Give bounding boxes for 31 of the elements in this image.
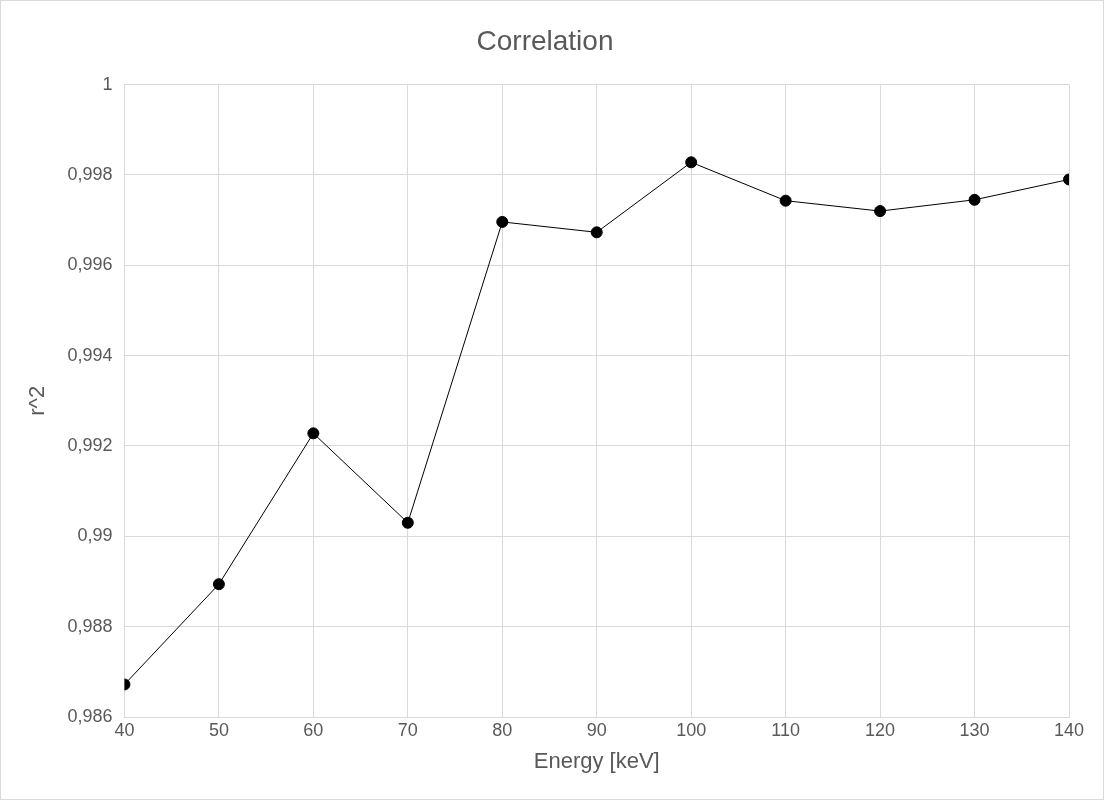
point: [779, 194, 792, 207]
y-tick-label: 0,996: [67, 254, 113, 275]
x-tick-label: 90: [586, 719, 607, 740]
point: [874, 205, 887, 218]
x-tick-label: 140: [1053, 719, 1085, 740]
y-tick-label: 0,994: [67, 344, 113, 365]
point: [590, 226, 603, 239]
x-tick-label: 120: [865, 719, 896, 740]
x-axis-title: Energy [keV]: [533, 747, 660, 773]
x-tick-label: 80: [492, 719, 513, 740]
y-tick-label: 0,992: [67, 434, 113, 455]
x-tick-label: 50: [208, 719, 229, 740]
point: [496, 215, 509, 228]
y-axis-title: r^2: [24, 385, 50, 416]
y-tick-label: 0,99: [77, 525, 113, 546]
x-tick-label: 70: [397, 719, 418, 740]
point: [685, 156, 698, 169]
chart-title: Correlation: [476, 24, 614, 56]
x-tick-label: 130: [959, 719, 990, 740]
point: [401, 516, 414, 529]
x-tick-label: 60: [303, 719, 324, 740]
x-tick-label: 110: [771, 719, 800, 740]
x-tick-label: 40: [114, 719, 135, 740]
y-tick-label: 1: [102, 73, 113, 94]
point: [968, 193, 981, 206]
x-tick-label: 100: [676, 719, 707, 740]
point: [212, 578, 225, 591]
point: [307, 427, 320, 440]
y-tick-label: 0,988: [67, 615, 113, 636]
y-tick-label: 0,986: [67, 705, 113, 726]
y-tick-label: 0,998: [67, 163, 113, 184]
